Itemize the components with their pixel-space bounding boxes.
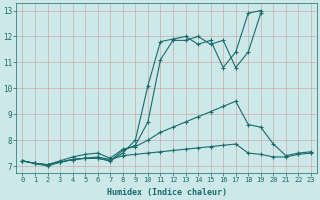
X-axis label: Humidex (Indice chaleur): Humidex (Indice chaleur) [107, 188, 227, 197]
